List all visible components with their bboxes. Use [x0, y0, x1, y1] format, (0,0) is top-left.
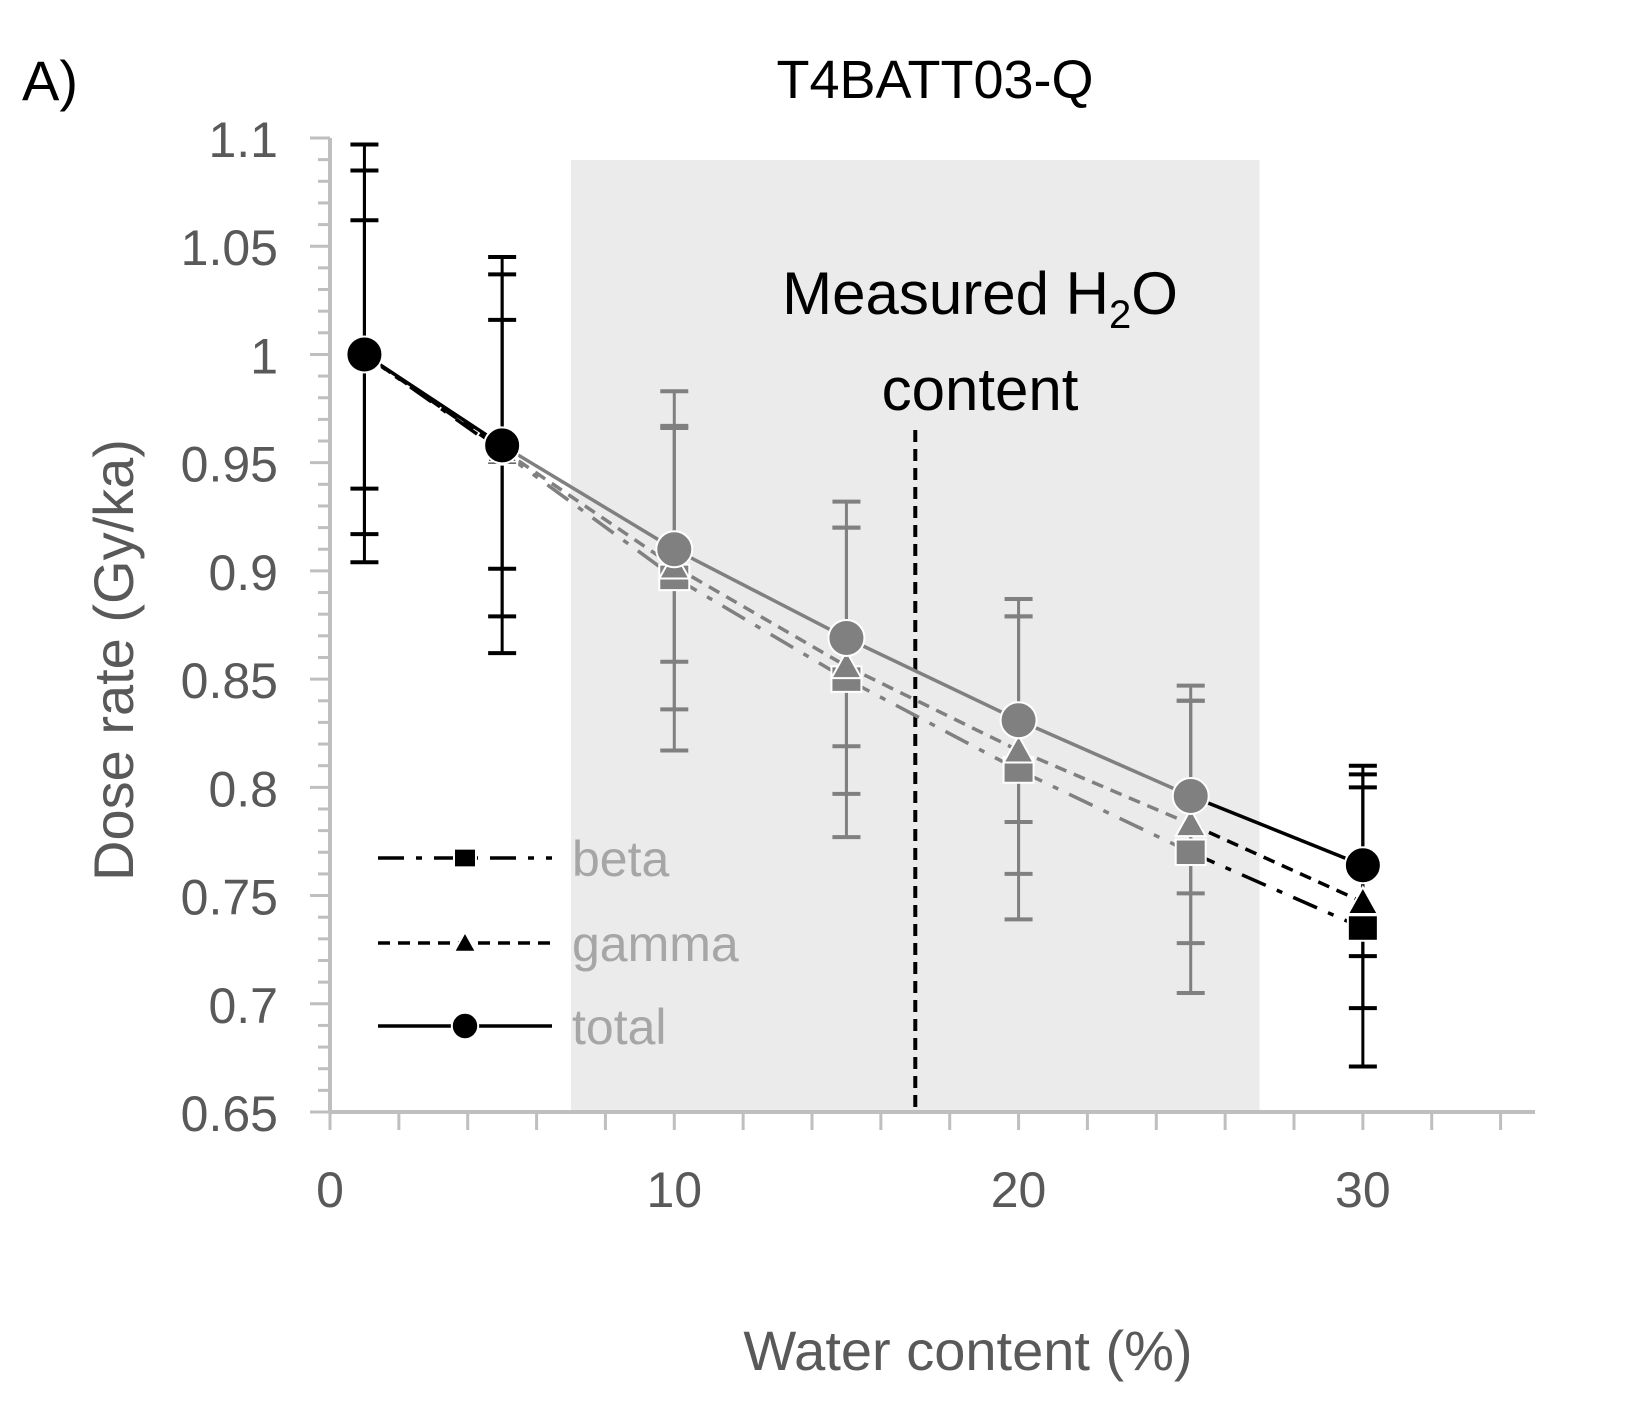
y-axis: 0.65 0.7 0.75 0.8 0.85 0.9 0.95 1 1.05 1.1	[181, 112, 332, 1142]
total-point	[827, 618, 866, 657]
gamma-line-segment	[1189, 822, 1364, 904]
beta-line-segment	[501, 450, 676, 579]
legend: beta gamma total	[378, 831, 739, 1055]
total-line-segment	[1017, 718, 1192, 798]
y-tick-label: 0.8	[208, 761, 278, 817]
total-line-segment	[845, 636, 1020, 722]
total-line-segment	[501, 443, 676, 551]
gamma-line-segment	[501, 448, 676, 569]
y-tick-label: 1.1	[208, 112, 278, 168]
beta-line-segment	[673, 575, 848, 681]
total-line-segment	[1190, 794, 1364, 867]
x-tick-label: 0	[316, 1162, 344, 1218]
x-axis: 0 10 20 30	[316, 1110, 1535, 1218]
y-axis-label: Dose rate (Gy/ka)	[82, 439, 145, 881]
total-point	[1343, 846, 1382, 885]
y-tick-label: 0.7	[208, 978, 278, 1034]
gamma-point	[1001, 733, 1036, 764]
total-point	[483, 426, 522, 465]
gamma-line-segment	[673, 565, 848, 668]
y-tick-label: 0.9	[208, 545, 278, 601]
total-line-segment	[673, 547, 848, 640]
y-tick-label: 1.05	[181, 220, 278, 276]
gamma-point	[1174, 807, 1208, 838]
annotation-tail-text: O	[1131, 260, 1178, 327]
annotation-main-text: Measured H	[782, 260, 1109, 327]
beta-point	[1346, 914, 1379, 942]
panel-label: A)	[22, 49, 78, 112]
series-layer	[345, 142, 1382, 1069]
beta-line-segment	[1190, 850, 1364, 930]
legend-marker-beta	[453, 847, 477, 869]
gamma-line-segment	[845, 664, 1020, 753]
y-tick-label: 0.95	[181, 437, 278, 493]
y-tick-label: 1	[250, 328, 278, 384]
gamma-line-segment	[1017, 748, 1192, 826]
annotation-content: content	[882, 356, 1079, 423]
chart-title: T4BATT03-Q	[776, 50, 1093, 110]
legend-marker-gamma	[452, 929, 478, 953]
legend-label-gamma: gamma	[572, 916, 739, 972]
beta-point	[1174, 838, 1207, 867]
total-line-segment	[363, 352, 504, 447]
y-tick-label: 0.65	[181, 1086, 278, 1142]
legend-marker-total	[450, 1011, 480, 1041]
legend-label-beta: beta	[572, 831, 670, 887]
total-point	[1171, 776, 1210, 815]
total-point	[655, 530, 694, 569]
y-tick-label: 0.85	[181, 653, 278, 709]
beta-line-segment	[1017, 768, 1192, 854]
x-tick-label: 10	[646, 1162, 702, 1218]
total-point	[999, 701, 1038, 740]
beta-line-segment	[845, 677, 1020, 772]
total-point	[345, 335, 384, 374]
y-tick-label: 0.75	[181, 870, 278, 926]
x-tick-label: 30	[1335, 1162, 1391, 1218]
annotation-subscript: 2	[1109, 293, 1131, 337]
legend-label-total: total	[572, 999, 667, 1055]
gamma-point	[1346, 884, 1380, 916]
x-tick-label: 20	[991, 1162, 1047, 1218]
gamma-point	[829, 649, 864, 680]
annotation-measured-h2o: Measured H2O	[782, 260, 1178, 337]
x-axis-label: Water content (%)	[743, 1319, 1192, 1382]
